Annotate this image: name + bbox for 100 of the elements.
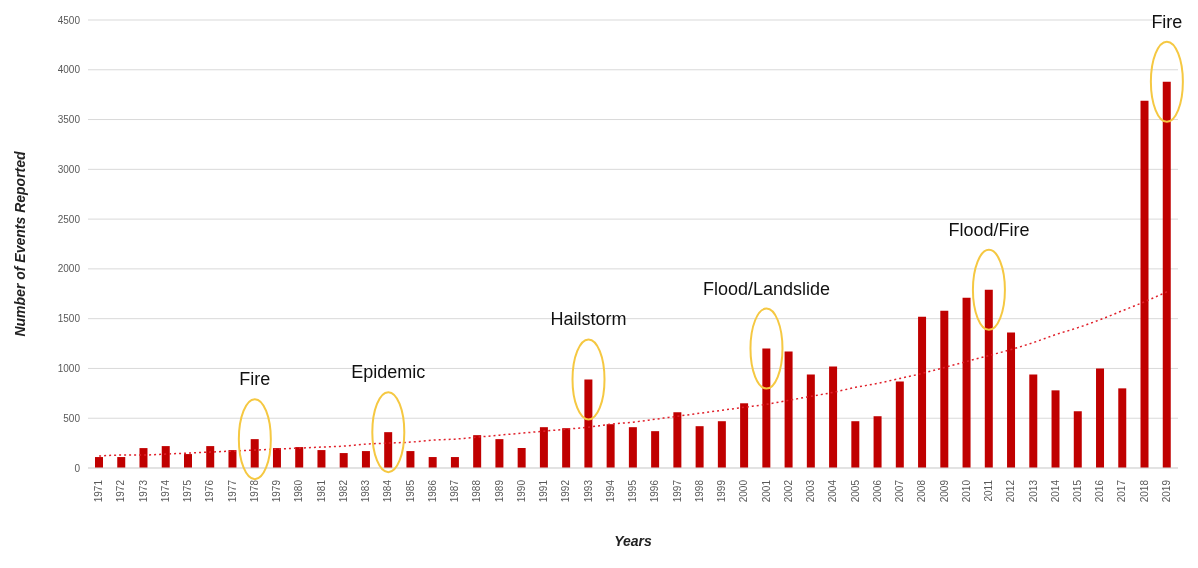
bar	[584, 379, 593, 468]
annotation: Flood/Landslide	[702, 278, 831, 299]
bar	[339, 453, 348, 468]
y-tick-label: 500	[63, 412, 81, 424]
bar	[762, 348, 771, 468]
bar	[250, 439, 259, 468]
bar	[740, 403, 749, 468]
bar	[539, 427, 548, 468]
bar	[295, 447, 304, 468]
bar	[450, 457, 459, 468]
bar	[183, 454, 192, 468]
bar	[784, 351, 793, 468]
y-axis-title: Number of Events Reported	[11, 150, 28, 337]
annotation: Fire	[1151, 11, 1183, 32]
bar	[628, 427, 637, 468]
x-tick-label: 1989	[493, 479, 505, 503]
bar	[1007, 332, 1016, 468]
bar	[895, 381, 904, 468]
bar	[95, 457, 103, 468]
y-tick-label: 2500	[57, 213, 81, 225]
bar	[428, 457, 437, 468]
bar	[361, 451, 370, 468]
bar	[1073, 411, 1082, 468]
bar	[161, 446, 170, 468]
x-tick-label: 1972	[115, 479, 127, 503]
x-tick-label: 1998	[693, 479, 705, 503]
bar	[1118, 388, 1127, 468]
x-tick-label: 2019	[1160, 479, 1172, 503]
x-tick-label: 2011	[983, 479, 995, 502]
y-tick-label: 4000	[57, 64, 81, 76]
x-tick-label: 2000	[738, 479, 750, 503]
x-tick-label: 1980	[293, 479, 305, 503]
x-tick-label: 2017	[1116, 479, 1128, 503]
bar	[495, 439, 504, 468]
x-tick-label: 1984	[382, 479, 394, 503]
bar	[139, 448, 148, 468]
x-tick-label: 1990	[515, 479, 527, 503]
bar	[1162, 81, 1171, 468]
bar	[1140, 100, 1149, 468]
bar	[406, 451, 415, 468]
x-tick-label: 1994	[604, 479, 616, 503]
annotation: Hailstorm	[550, 309, 627, 330]
y-tick-label: 4500	[57, 14, 81, 26]
y-tick-label: 1000	[57, 362, 81, 374]
x-tick-label: 2003	[805, 479, 817, 503]
bar	[829, 366, 838, 468]
x-tick-label: 1973	[137, 479, 149, 503]
x-tick-label: 1995	[627, 479, 639, 503]
x-tick-label: 1996	[649, 479, 661, 503]
bar	[517, 448, 526, 468]
x-tick-label: 2015	[1072, 479, 1083, 503]
x-tick-label: 2004	[827, 479, 839, 503]
bar	[606, 424, 615, 468]
x-tick-label: 2008	[916, 479, 928, 503]
bar	[206, 446, 215, 468]
x-tick-label: 1981	[315, 479, 327, 503]
x-tick-label: 2006	[871, 479, 883, 503]
x-tick-label: 1987	[449, 479, 461, 503]
x-tick-label: 1975	[182, 479, 194, 503]
annotation: Epidemic	[351, 362, 426, 383]
x-tick-label: 1974	[159, 479, 171, 503]
bar	[918, 316, 927, 468]
bar	[317, 450, 326, 468]
x-tick-label: 1986	[426, 479, 438, 503]
bar	[117, 457, 126, 468]
bar	[873, 416, 882, 468]
annotation: Fire	[239, 369, 271, 390]
y-tick-label: 2000	[57, 263, 81, 275]
x-tick-label: 1988	[471, 479, 483, 503]
x-tick-label: 1982	[337, 479, 349, 503]
bar	[651, 431, 660, 468]
x-tick-label: 2018	[1138, 479, 1150, 503]
bar	[695, 426, 704, 468]
x-tick-label: 2012	[1005, 479, 1017, 503]
x-tick-label: 1983	[360, 479, 372, 503]
bar	[940, 310, 949, 468]
x-tick-label: 2005	[849, 479, 861, 503]
y-tick-label: 1500	[57, 313, 81, 325]
y-tick-label: 0	[74, 462, 81, 474]
bar	[673, 412, 682, 468]
x-tick-label: 2002	[782, 479, 794, 503]
bar	[717, 421, 726, 468]
bar	[1029, 374, 1038, 468]
bar	[473, 435, 482, 468]
x-tick-label: 2010	[960, 479, 972, 503]
bar	[1096, 368, 1105, 468]
y-tick-label: 3500	[57, 114, 81, 126]
x-tick-label: 2016	[1094, 479, 1106, 503]
bar	[272, 448, 281, 468]
x-tick-label: 1977	[226, 479, 238, 503]
bar	[1051, 390, 1060, 468]
x-tick-label: 1991	[538, 479, 550, 503]
x-tick-label: 1992	[560, 479, 572, 503]
x-tick-label: 1999	[716, 479, 728, 503]
y-tick-label: 3000	[57, 163, 81, 175]
x-tick-label: 2001	[760, 479, 772, 503]
x-axis-title: Years	[614, 533, 653, 549]
x-tick-label: 1978	[248, 479, 260, 503]
bar	[851, 421, 860, 468]
bar	[806, 374, 815, 468]
